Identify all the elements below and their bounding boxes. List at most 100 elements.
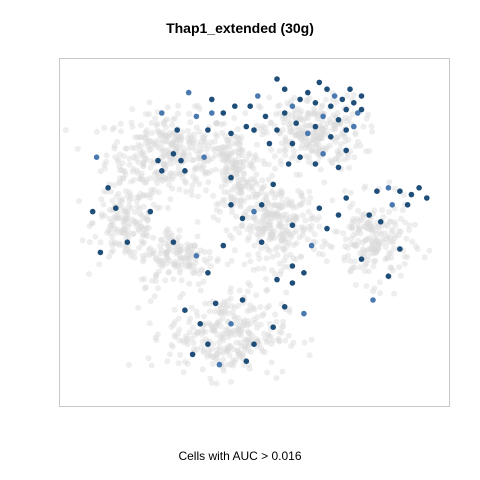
background-cell-point [426, 247, 433, 254]
background-cell-point [152, 138, 158, 145]
background-cell-point [272, 271, 278, 278]
highlighted-cell-point [97, 249, 104, 256]
background-cell-point [164, 226, 171, 232]
background-cell-point [357, 264, 364, 271]
background-cell-point [355, 226, 362, 233]
background-cell-point [166, 257, 173, 264]
background-cell-point [182, 179, 189, 186]
background-cell-point [219, 309, 226, 316]
background-cell-point [314, 116, 321, 123]
background-cell-point [153, 271, 160, 278]
background-cell-point [217, 310, 224, 317]
background-cell-point [365, 221, 372, 228]
background-cell-point [295, 187, 302, 194]
background-cell-point [269, 210, 276, 217]
background-cell-point [349, 224, 356, 231]
background-cell-point [219, 156, 226, 163]
background-cell-point [92, 233, 99, 240]
background-cell-point [229, 209, 236, 216]
background-cell-point [167, 196, 174, 203]
background-cell-point [360, 250, 367, 257]
background-cell-point [159, 237, 165, 243]
background-cell-point [282, 235, 289, 242]
background-cell-point [374, 223, 381, 230]
background-cell-point [180, 151, 187, 158]
background-cell-point [226, 329, 233, 336]
background-cell-point [154, 331, 161, 338]
background-cell-point [282, 152, 289, 159]
background-cell-point [176, 234, 182, 240]
background-cell-point [341, 254, 348, 261]
background-cell-point [164, 254, 170, 261]
background-cell-point [226, 143, 233, 150]
background-cell-point [100, 201, 107, 208]
background-cell-point [259, 231, 266, 238]
background-cell-point [267, 232, 274, 239]
highlighted-cell-point [351, 100, 357, 106]
background-cell-point [366, 226, 373, 233]
background-cell-point [124, 232, 131, 238]
background-cell-point [128, 178, 135, 185]
background-cell-point [138, 134, 145, 141]
background-cell-point [259, 348, 266, 355]
background-cell-point [319, 243, 326, 250]
background-cell-point [290, 230, 297, 236]
background-cell-point [306, 95, 313, 102]
background-cell-point [186, 262, 193, 269]
background-cell-point [260, 128, 267, 135]
background-cell-point [184, 341, 191, 348]
background-cell-point [355, 207, 361, 214]
background-cell-point [124, 193, 131, 200]
background-cell-point [199, 164, 206, 171]
background-cell-point [282, 142, 289, 149]
background-cell-point [124, 223, 131, 230]
background-cell-point [194, 312, 201, 319]
background-cell-point [297, 133, 304, 140]
background-cell-point [397, 228, 404, 235]
background-cell-point [367, 221, 374, 228]
background-cell-point [285, 216, 292, 223]
background-cell-point [116, 151, 123, 158]
background-cell-point [379, 239, 386, 246]
background-cell-point [198, 267, 205, 274]
background-cell-point [383, 235, 390, 242]
background-cell-point [338, 130, 345, 137]
background-cell-point [222, 310, 228, 317]
highlighted-cell-point [220, 242, 227, 249]
background-cell-point [168, 232, 175, 239]
background-cell-point [214, 351, 221, 358]
background-cell-point [267, 218, 274, 225]
background-cell-point [290, 204, 297, 211]
background-cell-point [298, 129, 305, 136]
highlighted-cell-point [289, 103, 296, 109]
background-cell-point [350, 232, 357, 239]
background-cell-point [257, 304, 264, 310]
background-cell-point [303, 97, 310, 104]
background-cell-point [233, 171, 240, 178]
background-cell-point [114, 158, 121, 165]
background-cell-point [194, 219, 201, 225]
background-cell-point [117, 229, 124, 236]
background-cell-point [162, 117, 169, 124]
background-cell-point [206, 249, 213, 256]
background-cell-point [189, 269, 196, 276]
background-cell-point [231, 331, 238, 338]
background-cell-point [139, 176, 145, 183]
highlighted-cell-point [216, 361, 223, 368]
background-cell-point [149, 189, 156, 196]
background-cell-point [277, 271, 284, 278]
background-cell-point [177, 294, 184, 301]
background-cell-point [240, 163, 247, 170]
background-cell-point [297, 116, 304, 123]
background-cell-point [114, 212, 121, 219]
background-cell-point [359, 239, 366, 246]
background-cell-point [299, 142, 306, 149]
background-cell-point [361, 267, 368, 274]
background-cell-point [157, 261, 163, 268]
background-cell-point [288, 343, 295, 350]
background-cell-point [254, 324, 260, 331]
background-cell-point [351, 241, 358, 248]
background-cell-point [268, 341, 275, 347]
highlighted-cell-point [274, 127, 280, 133]
background-cell-point [221, 157, 228, 164]
